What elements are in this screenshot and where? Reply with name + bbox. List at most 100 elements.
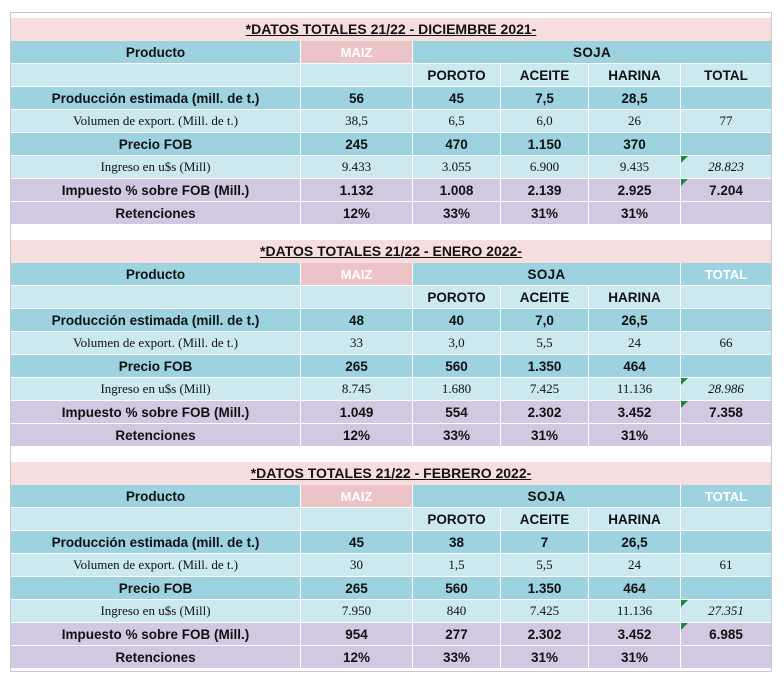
header-total: TOTAL [681,263,772,286]
cell-poroto: 277 [413,623,501,646]
cell-poroto: 840 [413,600,501,623]
row-label: Retenciones [11,424,301,447]
cell-harina: 31% [589,424,682,447]
document-frame [10,12,772,672]
cell-total [681,531,772,554]
cell-harina: 3.452 [589,623,682,646]
row-precio: Precio FOB 265 560 1.350 464 [11,355,772,378]
cell-harina: 2.925 [589,179,681,202]
cell-poroto: 554 [413,401,501,424]
row-volumen: Volumen de export. (Mill. de t.) 33 3,0 … [11,332,772,355]
row-label: Ingreso en u$s (Mill) [11,378,301,401]
subheader-harina: HARINA [589,286,682,309]
cell-total: 6.985 [681,623,772,646]
cell-poroto: 33% [413,424,501,447]
cell-aceite: 7,0 [501,309,589,332]
subheader-row: POROTO ACEITE HARINA [11,508,772,531]
cell-aceite: 5,5 [501,332,589,355]
cell-maiz: 12% [301,646,413,669]
row-produccion: Producción estimada (mill. de t.) 45 38 … [11,531,772,554]
cell-aceite: 7 [501,531,589,554]
cell-harina: 3.452 [589,401,682,424]
table-title: *DATOS TOTALES 21/22 - ENERO 2022- [11,240,771,263]
cell-harina: 370 [589,133,681,156]
row-impuesto: Impuesto % sobre FOB (Mill.) 954 277 2.3… [11,623,772,646]
row-label: Ingreso en u$s (Mill) [11,600,301,623]
cell-maiz: 1.132 [301,179,413,202]
table-enero-2022: *DATOS TOTALES 21/22 - ENERO 2022- Produ… [11,240,772,447]
row-ingreso: Ingreso en u$s (Mill) 8.745 1.680 7.425 … [11,378,772,401]
cell-harina: 11.136 [589,378,682,401]
cell-total [681,646,772,669]
header-maiz: MAIZ [301,263,413,286]
cell-aceite: 1.350 [501,355,589,378]
cell-aceite: 6,0 [501,110,589,133]
cell-aceite: 7.425 [501,378,589,401]
header-maiz: MAIZ [301,41,413,64]
subheader-aceite: ACEITE [501,286,589,309]
cell-harina: 9.435 [589,156,681,179]
cell-total [681,133,772,156]
header-maiz: MAIZ [301,485,413,508]
row-label: Volumen de export. (Mill. de t.) [11,332,301,355]
table-febrero-2022: *DATOS TOTALES 21/22 - FEBRERO 2022- Pro… [11,462,772,669]
cell-total: 61 [681,554,772,577]
cell-aceite: 2.139 [501,179,589,202]
row-retenciones: Retenciones 12% 33% 31% 31% [11,424,772,447]
cell-poroto: 470 [413,133,501,156]
cell-aceite: 6.900 [501,156,589,179]
comment-marker-icon [681,179,688,186]
cell-aceite: 1.350 [501,577,589,600]
row-label: Retenciones [11,646,301,669]
cell-total [681,424,772,447]
cell-maiz: 265 [301,577,413,600]
comment-marker-icon [681,401,689,408]
cell-total [681,355,772,378]
subheader-aceite: ACEITE [501,508,589,531]
row-label: Precio FOB [11,355,301,378]
row-label: Impuesto % sobre FOB (Mill.) [11,401,301,424]
row-produccion: Producción estimada (mill. de t.) 48 40 … [11,309,772,332]
header-producto: Producto [11,41,301,64]
cell-maiz: 245 [301,133,413,156]
subheader-poroto: POROTO [413,286,501,309]
cell-maiz: 9.433 [301,156,413,179]
header-row: Producto MAIZ SOJA TOTAL [11,485,772,508]
row-label: Precio FOB [11,133,301,156]
header-soja: SOJA [413,41,772,64]
subheader-row: POROTO ACEITE HARINA TOTAL [11,64,772,87]
cell-poroto: 40 [413,309,501,332]
subheader-harina: HARINA [589,64,681,87]
cell-poroto: 560 [413,577,501,600]
cell-harina: 464 [589,577,682,600]
cell-aceite: 7,5 [501,87,589,110]
cell-harina: 28,5 [589,87,681,110]
cell-poroto: 1.680 [413,378,501,401]
cell-harina: 26,5 [589,309,682,332]
row-label: Volumen de export. (Mill. de t.) [11,554,301,577]
subheader-aceite: ACEITE [501,64,589,87]
cell-poroto: 6,5 [413,110,501,133]
cell-poroto: 1,5 [413,554,501,577]
comment-marker-icon [681,600,689,607]
cell-aceite: 2.302 [501,623,589,646]
table-diciembre-2021: *DATOS TOTALES 21/22 - DICIEMBRE 2021- P… [11,18,772,225]
cell-aceite: 31% [501,424,589,447]
cell-aceite: 31% [501,646,589,669]
cell-maiz: 45 [301,531,413,554]
cell-harina: 26 [589,110,681,133]
cell-total: 7.358 [681,401,772,424]
data-table: Producto MAIZ SOJA POROTO ACEITE HARINA … [11,41,772,225]
header-soja: SOJA [413,485,682,508]
row-label: Retenciones [11,202,301,225]
header-soja: SOJA [413,263,682,286]
subheader-total: TOTAL [681,64,772,87]
subheader-poroto: POROTO [413,64,501,87]
header-producto: Producto [11,263,301,286]
cell-aceite: 31% [501,202,589,225]
row-impuesto: Impuesto % sobre FOB (Mill.) 1.049 554 2… [11,401,772,424]
cell-harina: 464 [589,355,682,378]
row-volumen: Volumen de export. (Mill. de t.) 30 1,5 … [11,554,772,577]
cell-maiz: 56 [301,87,413,110]
cell-harina: 24 [589,554,682,577]
